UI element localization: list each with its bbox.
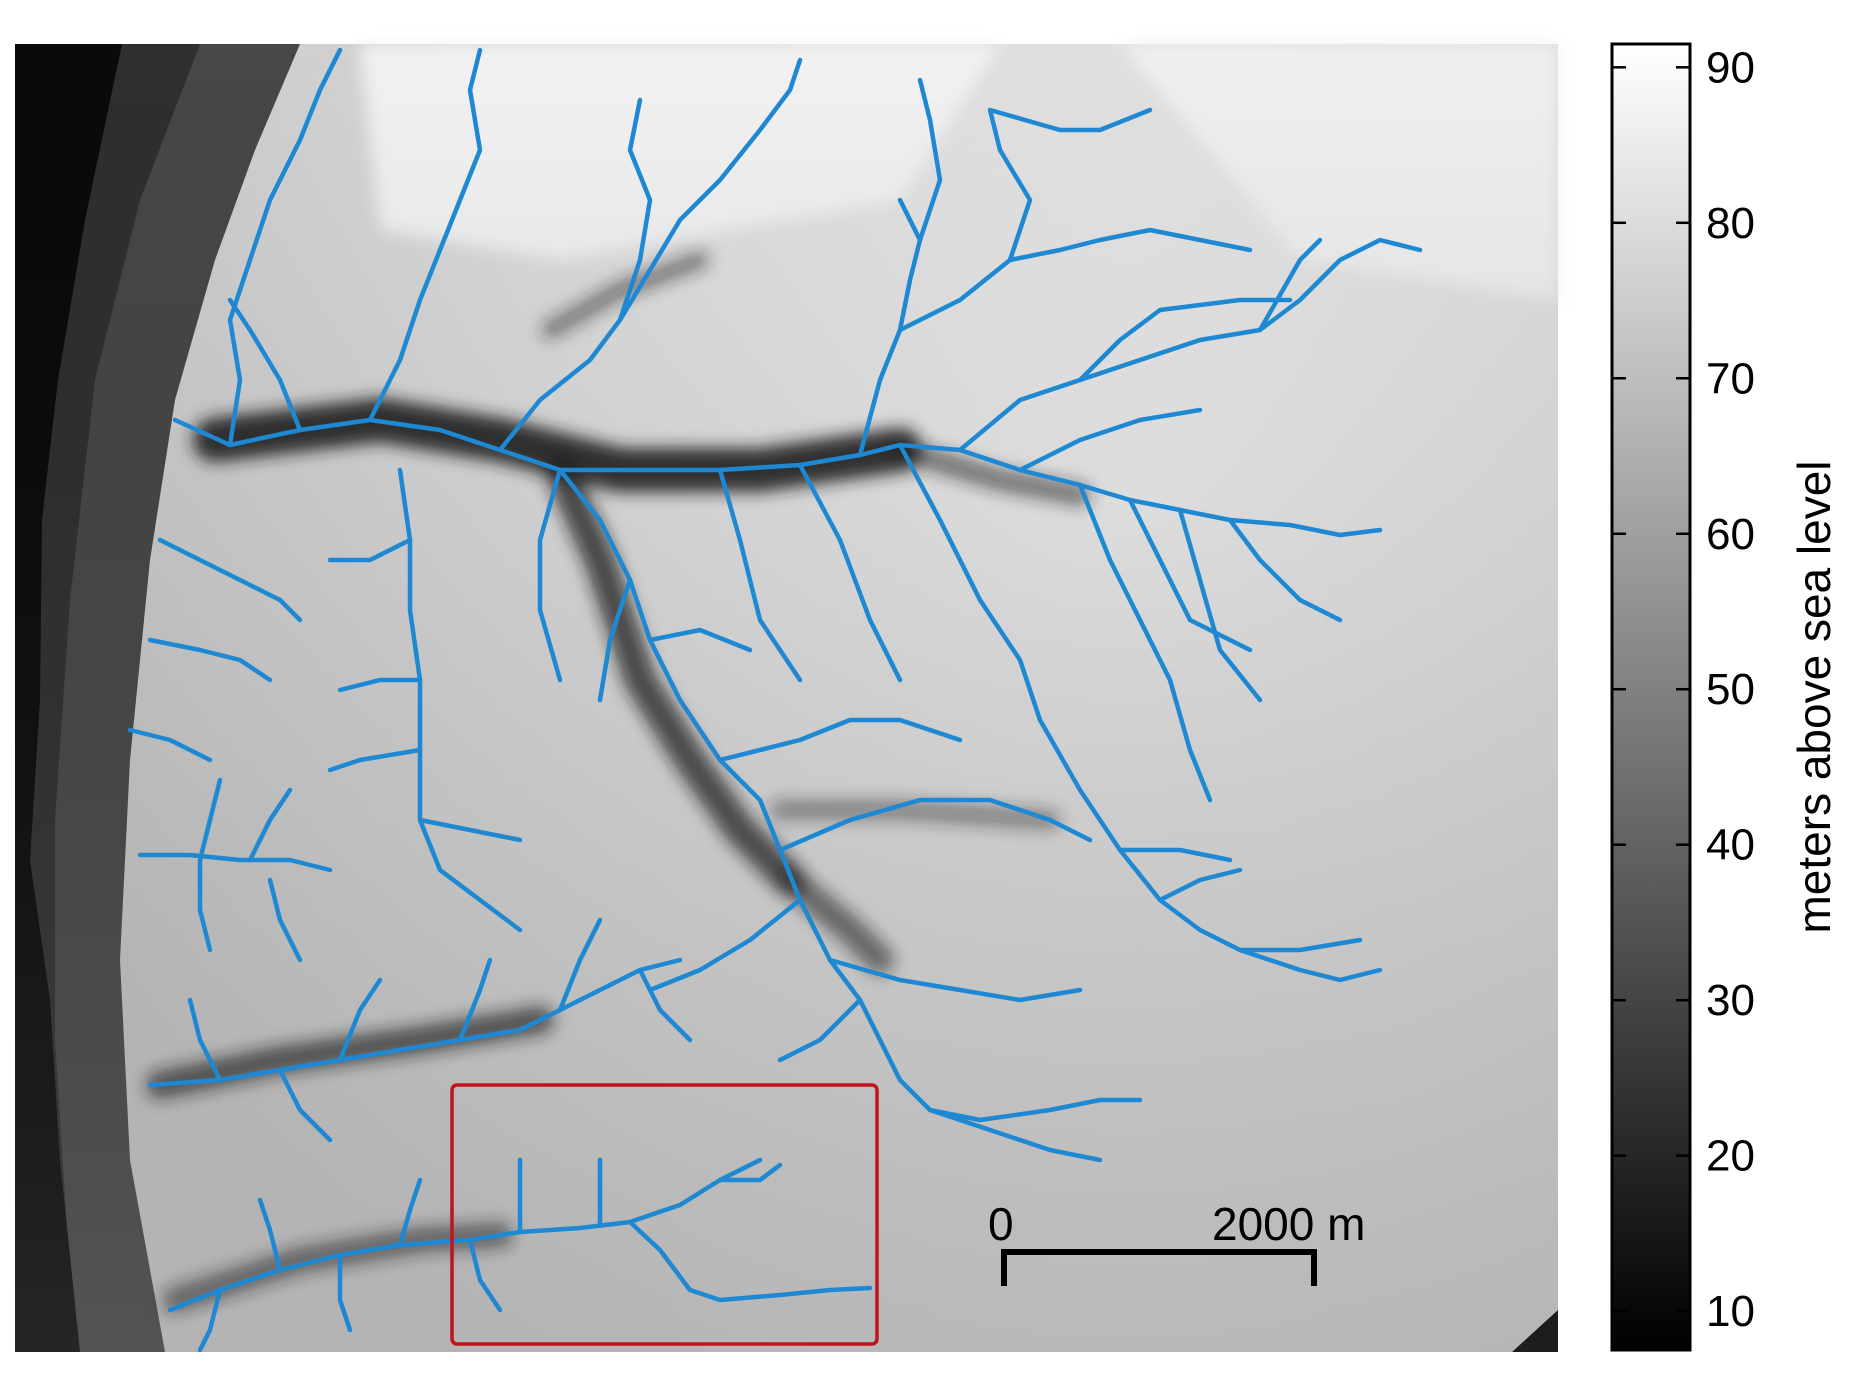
channel-segment <box>777 997 863 1063</box>
channel-segment <box>187 997 223 1083</box>
colorbar-tick-label: 10 <box>1706 1287 1755 1336</box>
channel-segment <box>467 1237 503 1313</box>
channel-segment <box>957 237 1423 453</box>
channel-segment <box>897 227 1253 333</box>
scale-bar: 0 2000 m <box>988 1198 1365 1286</box>
channel-segment <box>857 197 923 458</box>
channel-segment <box>457 957 493 1043</box>
channel-segment <box>1077 482 1213 803</box>
channel-segment <box>927 1107 1103 1163</box>
channel-segment <box>157 537 303 623</box>
colorbar-tick-label: 20 <box>1706 1132 1755 1181</box>
channel-segment <box>1237 937 1363 953</box>
channel-segment <box>227 297 303 433</box>
channel-segment <box>127 727 213 763</box>
colorbar-title: meters above sea level <box>1788 460 1840 933</box>
channel-segment <box>277 1067 333 1143</box>
channel-segment <box>1017 407 1203 473</box>
channel-segment <box>247 787 293 863</box>
channel-segment <box>777 797 1093 853</box>
channel-segment <box>147 637 273 683</box>
channel-segment <box>1127 497 1253 653</box>
elevation-raster <box>15 44 1558 1352</box>
channel-segment <box>197 1287 223 1353</box>
channel-segment <box>897 442 1043 723</box>
channel-segment <box>647 627 753 653</box>
channel-segment <box>557 917 603 1013</box>
channel-segment <box>1037 717 1383 983</box>
channel-segment <box>717 1162 783 1183</box>
channel-segment <box>327 537 413 563</box>
channel-segment <box>917 77 943 243</box>
channel-segment <box>137 852 333 873</box>
channel-segment <box>987 107 1153 263</box>
colorbar-tick-label: 80 <box>1706 199 1755 248</box>
channel-segment <box>1157 867 1243 903</box>
channel-segment <box>227 47 343 448</box>
colorbar-tick-label: 40 <box>1706 821 1755 870</box>
drainage-network <box>127 47 1423 1353</box>
channel-segment <box>627 1219 873 1303</box>
colorbar-tick-label: 30 <box>1706 976 1755 1025</box>
channel-segment <box>1177 507 1263 703</box>
channel-segment <box>717 467 803 683</box>
channel-segment <box>557 467 1143 1123</box>
channel-segment <box>367 47 483 423</box>
colorbar-tick-label: 70 <box>1706 354 1755 403</box>
channel-segment <box>197 857 213 953</box>
channel-segment <box>197 777 223 863</box>
channel-segment <box>797 462 903 683</box>
scale-bar-start-label: 0 <box>988 1198 1014 1250</box>
colorbar: 10 20 30 40 50 60 70 80 90 meters above sea leve… <box>1610 42 1840 1352</box>
highlight-box <box>450 1083 879 1346</box>
channel-segment <box>497 57 803 453</box>
channel-segment <box>257 1197 283 1273</box>
channel-segment <box>327 747 423 773</box>
channel-segment <box>537 467 563 683</box>
channel-segment <box>417 817 523 843</box>
colorbar-tick-label: 60 <box>1706 510 1755 559</box>
channel-segment <box>1257 237 1323 333</box>
channel-segment <box>617 97 653 323</box>
channel-segment <box>637 967 693 1043</box>
channel-segment <box>397 1177 423 1248</box>
channel-segment <box>337 977 383 1063</box>
colorbar-tick-label: 50 <box>1706 665 1755 714</box>
channel-segment <box>267 877 303 963</box>
channel-segment <box>647 897 803 993</box>
channel-segment <box>597 577 633 703</box>
colorbar-gradient <box>1610 42 1692 1352</box>
colorbar-tick-label: 90 <box>1706 43 1755 92</box>
channel-segment <box>167 1157 763 1313</box>
channel-segment <box>827 957 1083 1003</box>
channel-segment <box>1077 297 1293 383</box>
channel-segment <box>1117 847 1233 863</box>
scale-bar-end-label: 2000 m <box>1212 1198 1365 1250</box>
colorbar-ticks: 10 20 30 40 50 60 70 80 90 <box>1612 43 1755 1336</box>
channel-segment <box>337 1252 353 1333</box>
channel-segment <box>337 677 423 693</box>
channel-segment <box>1227 517 1343 623</box>
channel-segment <box>717 717 963 763</box>
